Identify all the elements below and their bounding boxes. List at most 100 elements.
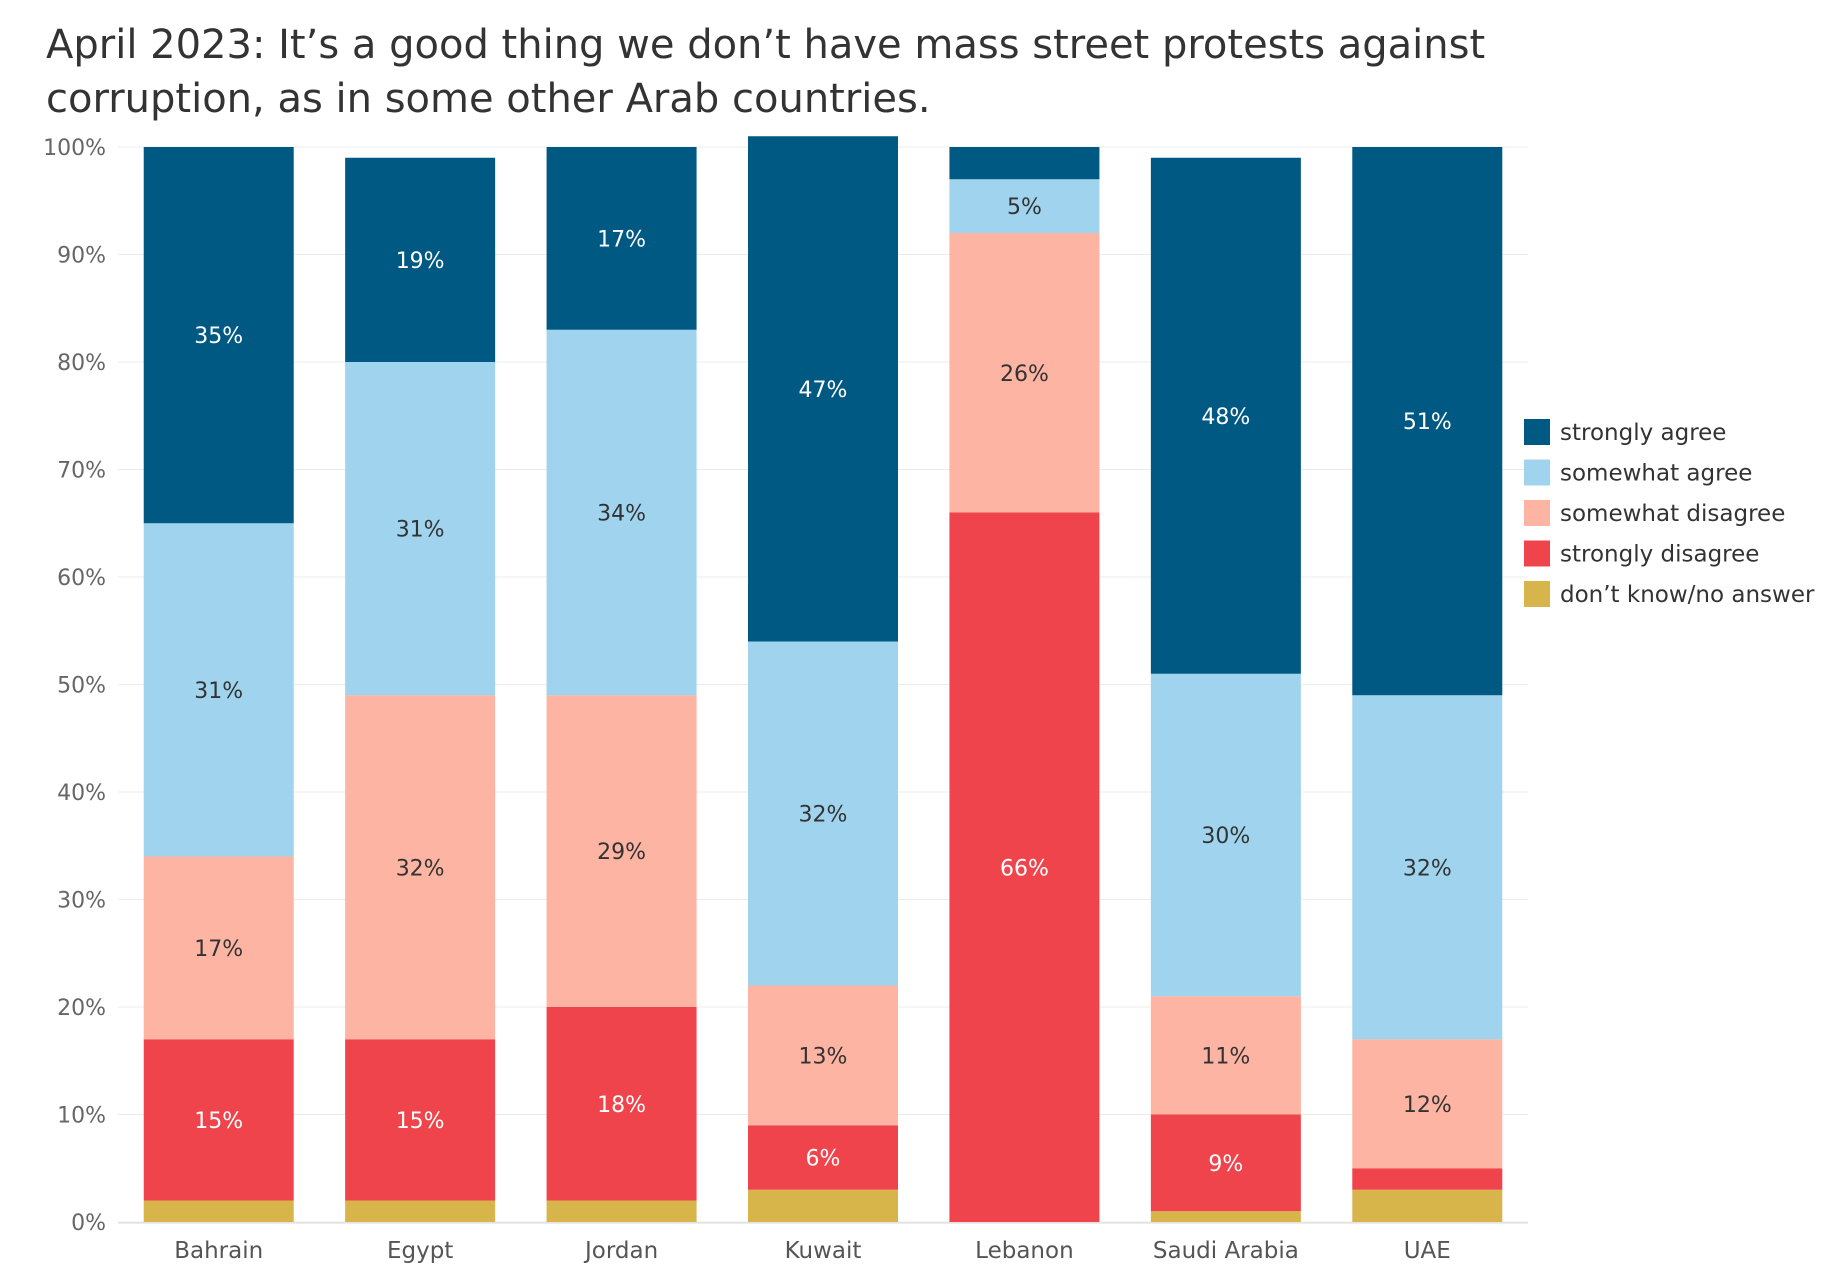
legend-label: somewhat disagree [1560, 501, 1785, 527]
bar-segment [143, 1200, 294, 1222]
bar-segment [1150, 996, 1301, 1115]
bar-segment [1150, 157, 1301, 674]
legend-label: somewhat agree [1560, 461, 1752, 487]
data-label: 15% [194, 1109, 243, 1134]
legend-item: strongly disagree [1524, 540, 1759, 568]
bar-segment [143, 523, 294, 857]
data-label: 18% [597, 1093, 646, 1118]
bar-segment [546, 147, 697, 330]
legend: strongly agree somewhat agree somewhat dis… [1524, 419, 1815, 608]
bar-segment [748, 641, 898, 986]
y-tick-label: 70% [57, 459, 106, 484]
data-label: 19% [396, 249, 445, 274]
bar-segment [143, 1039, 294, 1201]
data-label: 35% [194, 324, 243, 349]
bar-segment [949, 233, 1100, 513]
y-axis: 0% 10% 20% 30% 40% 50% 60% 70% 80% 90% 100% [43, 136, 106, 1236]
x-tick-label: Saudi Arabia [1153, 1238, 1299, 1264]
bar-stack-egypt: 15% 32% 31% 19% [345, 157, 496, 1222]
data-label: 15% [396, 1109, 445, 1134]
bar-stack-jordan: 18% 29% 34% 17% [546, 147, 697, 1222]
data-label: 6% [806, 1147, 841, 1172]
legend-swatch [1524, 540, 1550, 567]
bar-stack-uae: 12% 32% 51% [1352, 147, 1503, 1222]
bar-segment [1150, 673, 1301, 997]
data-label: 9% [1208, 1152, 1243, 1177]
bar-stack-saudi-arabia: 9% 11% 30% 48% [1150, 157, 1301, 1222]
data-label: 31% [396, 518, 445, 543]
x-tick-label: Egypt [387, 1238, 453, 1264]
bar-segment [748, 1125, 898, 1190]
y-tick-label: 50% [57, 674, 106, 699]
bar-segment [345, 362, 496, 696]
legend-swatch [1524, 581, 1550, 607]
x-tick-label: Kuwait [785, 1238, 862, 1264]
bar-stack-kuwait: 6% 13% 32% 47% [748, 136, 898, 1222]
data-label: 11% [1201, 1044, 1250, 1069]
data-label: 5% [1007, 195, 1042, 220]
y-tick-label: 40% [57, 781, 106, 806]
data-label: 66% [1000, 856, 1049, 881]
data-label: 30% [1201, 824, 1250, 849]
x-tick-label: Jordan [583, 1238, 658, 1264]
x-tick-label: UAE [1404, 1238, 1451, 1264]
bar-segment [345, 1039, 496, 1201]
legend-swatch [1524, 500, 1550, 526]
data-label: 47% [799, 378, 848, 403]
y-tick-label: 100% [43, 136, 106, 161]
legend-item: somewhat agree [1524, 459, 1752, 487]
bar-segment [546, 329, 697, 696]
legend-label: don’t know/no answer [1560, 582, 1815, 608]
bar-segment [949, 512, 1100, 1222]
y-tick-label: 0% [71, 1211, 106, 1236]
bar-segment [949, 179, 1100, 233]
bar-segment [949, 147, 1100, 180]
bar-segment [143, 856, 294, 1040]
data-label: 29% [597, 840, 646, 865]
data-label: 13% [799, 1044, 848, 1069]
bar-segment [748, 985, 898, 1126]
data-label: 34% [597, 502, 646, 527]
x-tick-label: Bahrain [174, 1238, 263, 1264]
y-tick-label: 30% [57, 889, 106, 914]
bar-segment [546, 1200, 697, 1222]
y-tick-label: 10% [57, 1104, 106, 1129]
y-tick-label: 60% [57, 566, 106, 591]
data-label: 48% [1201, 405, 1250, 430]
bar-segment [1150, 1211, 1301, 1222]
legend-item: somewhat disagree [1524, 500, 1785, 527]
y-tick-label: 90% [57, 244, 106, 269]
chart-title: April 2023: It’s a good thing we don’t h… [46, 22, 1486, 122]
bar-segment [143, 147, 294, 524]
bar-segment [1352, 1189, 1503, 1222]
bar-segment [345, 157, 496, 362]
y-tick-label: 80% [57, 351, 106, 376]
data-label: 32% [1403, 856, 1452, 881]
bars: 15% 17% 31% 35% 15% 32% 31% 19% 18% 29% 34% 17% 6% 13… [143, 136, 1503, 1222]
bar-stack-bahrain: 15% 17% 31% 35% [143, 147, 294, 1222]
bar-segment [345, 695, 496, 1040]
data-label: 32% [799, 803, 848, 828]
bar-segment [546, 1007, 697, 1201]
legend-item: don’t know/no answer [1524, 581, 1815, 608]
data-label: 31% [194, 679, 243, 704]
bar-segment [546, 695, 697, 1007]
data-label: 12% [1403, 1093, 1452, 1118]
bar-segment [1150, 1114, 1301, 1212]
bar-segment [748, 136, 898, 642]
legend-swatch [1524, 459, 1550, 486]
x-tick-label: Lebanon [975, 1238, 1073, 1264]
bar-segment [748, 1189, 898, 1222]
legend-swatch [1524, 419, 1550, 445]
bar-segment [1352, 1168, 1503, 1190]
bar-segment [1352, 1039, 1503, 1169]
data-label: 32% [396, 856, 445, 881]
data-label: 17% [194, 937, 243, 962]
data-label: 26% [1000, 362, 1049, 387]
data-label: 17% [597, 227, 646, 252]
bar-stack-lebanon: 66% 26% 5% [949, 147, 1100, 1222]
bar-segment [345, 1200, 496, 1222]
bar-segment [1352, 695, 1503, 1040]
x-axis: Bahrain Egypt Jordan Kuwait Lebanon Saudi Ara… [118, 1222, 1528, 1264]
